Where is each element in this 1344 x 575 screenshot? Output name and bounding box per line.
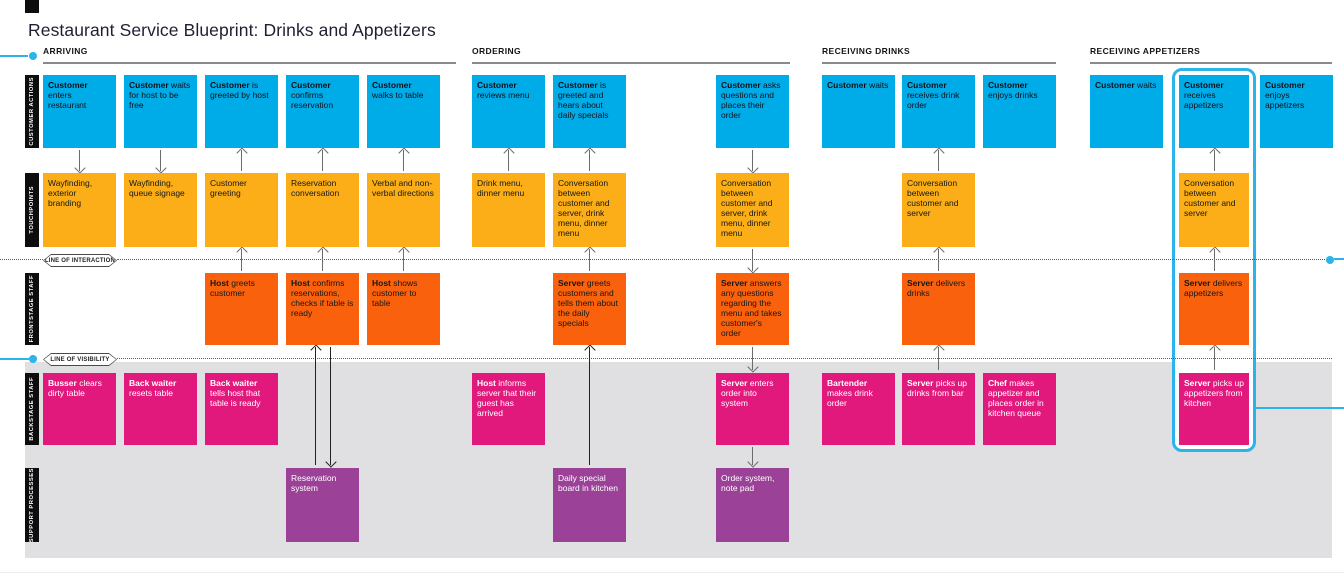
customer-actions-box[interactable]: Customer confirms reservation bbox=[286, 75, 359, 148]
highlight-connector-line bbox=[1256, 407, 1344, 409]
frontstage-staff-box[interactable]: Host greets customer bbox=[205, 273, 278, 345]
line-of-interaction-pill: LINE OF INTERACTION bbox=[43, 254, 117, 267]
backstage-staff-box[interactable]: Busser clears dirty table bbox=[43, 373, 116, 445]
customer-actions-box[interactable]: Customer receives appetizers bbox=[1179, 75, 1249, 148]
accent-line-interaction bbox=[1334, 258, 1344, 260]
flow-arrow-up bbox=[316, 147, 329, 172]
phase-rule bbox=[43, 62, 456, 64]
touchpoints-box[interactable]: Conversation between customer and server bbox=[902, 173, 975, 247]
frontstage-staff-box[interactable]: Server answers any questions regarding t… bbox=[716, 273, 789, 345]
customer-actions-box[interactable]: Customer receives drink order bbox=[902, 75, 975, 148]
accent-line-top bbox=[0, 55, 28, 57]
phase-rule bbox=[472, 62, 790, 64]
accent-dot-top bbox=[29, 52, 37, 60]
flow-arrow-up bbox=[397, 246, 410, 272]
flow-arrow-up bbox=[583, 147, 596, 172]
lane-label-frontstage-staff: FRONTSTAGE STAFF bbox=[25, 273, 39, 345]
flow-arrow-up bbox=[502, 147, 515, 172]
backstage-staff-box[interactable]: Host informs server that their guest has… bbox=[472, 373, 545, 445]
backstage-staff-box[interactable]: Server enters order into system bbox=[716, 373, 789, 445]
frontstage-staff-box[interactable]: Server greets customers and tells them a… bbox=[553, 273, 626, 345]
flow-arrow-up bbox=[235, 246, 248, 272]
lane-label-text: SUPPORT PROCESSES bbox=[29, 467, 35, 543]
phase-header-receiving-appetizers: RECEIVING APPETIZERS bbox=[1090, 46, 1332, 64]
touchpoints-box[interactable]: Verbal and non-verbal directions bbox=[367, 173, 440, 247]
touchpoints-box[interactable]: Conversation between customer and server bbox=[1179, 173, 1249, 247]
lane-label-text: BACKSTAGE STAFF bbox=[29, 377, 35, 441]
customer-actions-box[interactable]: Customer waits bbox=[822, 75, 895, 148]
backstage-staff-box[interactable]: Back waiter tells host that table is rea… bbox=[205, 373, 278, 445]
line-of-visibility-pill: LINE OF VISIBILITY bbox=[43, 353, 117, 366]
flow-arrow-down bbox=[746, 149, 759, 174]
phase-header-receiving-drinks: RECEIVING DRINKS bbox=[822, 46, 1056, 64]
customer-actions-box[interactable]: Customer enjoys drinks bbox=[983, 75, 1056, 148]
backstage-staff-box[interactable]: Server picks up drinks from bar bbox=[902, 373, 975, 445]
support-processes-box[interactable]: Order system, note pad bbox=[716, 468, 789, 542]
customer-actions-box[interactable]: Customer asks questions and places their… bbox=[716, 75, 789, 148]
lane-label-text: TOUCHPOINTS bbox=[29, 186, 35, 234]
flow-arrow-up bbox=[235, 147, 248, 172]
phase-header-ordering: ORDERING bbox=[472, 46, 790, 64]
touchpoints-box[interactable]: Wayfinding, exterior branding bbox=[43, 173, 116, 247]
flow-arrow-down bbox=[73, 149, 86, 174]
flow-arrow-up bbox=[397, 147, 410, 172]
lane-label-text: CUSTOMER ACTIONS bbox=[29, 77, 35, 146]
frontstage-staff-box[interactable]: Host shows customer to table bbox=[367, 273, 440, 345]
backstage-staff-box[interactable]: Back waiter resets table bbox=[124, 373, 197, 445]
support-processes-box[interactable]: Daily special board in kitchen bbox=[553, 468, 626, 542]
line-of-interaction bbox=[0, 259, 43, 260]
line-of-interaction bbox=[117, 259, 1325, 260]
accent-dot-interaction bbox=[1326, 256, 1334, 264]
backstage-staff-box[interactable]: Server picks up appetizers from kitchen bbox=[1179, 373, 1249, 445]
phase-rule bbox=[1090, 62, 1332, 64]
touchpoints-box[interactable]: Customer greeting bbox=[205, 173, 278, 247]
accent-dot-visibility bbox=[29, 355, 37, 363]
flow-arrow-down bbox=[154, 149, 167, 174]
flow-arrow-up bbox=[932, 246, 945, 272]
accent-line-visibility bbox=[0, 358, 29, 360]
lane-label-backstage-staff: BACKSTAGE STAFF bbox=[25, 373, 39, 445]
line-of-interaction-label: LINE OF INTERACTION bbox=[44, 255, 116, 266]
touchpoints-box[interactable]: Wayfinding, queue signage bbox=[124, 173, 197, 247]
flow-arrow-up bbox=[316, 246, 329, 272]
phase-label: ARRIVING bbox=[43, 46, 88, 56]
lane-label-text: FRONTSTAGE STAFF bbox=[29, 275, 35, 343]
support-processes-box[interactable]: Reservation system bbox=[286, 468, 359, 542]
touchpoints-box[interactable]: Reservation conversation bbox=[286, 173, 359, 247]
phase-header-arriving: ARRIVING bbox=[43, 46, 456, 64]
touchpoints-box[interactable]: Conversation between customer and server… bbox=[553, 173, 626, 247]
backstage-staff-box[interactable]: Bartender makes drink order bbox=[822, 373, 895, 445]
lane-label-customer-actions: CUSTOMER ACTIONS bbox=[25, 75, 39, 148]
phase-label: RECEIVING DRINKS bbox=[822, 46, 911, 56]
customer-actions-box[interactable]: Customer enters restaurant bbox=[43, 75, 116, 148]
customer-actions-box[interactable]: Customer is greeted by host bbox=[205, 75, 278, 148]
phase-rule bbox=[822, 62, 1056, 64]
touchpoints-box[interactable]: Conversation between customer and server… bbox=[716, 173, 789, 247]
lane-label-support-processes: SUPPORT PROCESSES bbox=[25, 468, 39, 542]
frontstage-staff-box[interactable]: Server delivers appetizers bbox=[1179, 273, 1249, 345]
line-of-visibility-label: LINE OF VISIBILITY bbox=[44, 354, 116, 365]
lane-label-touchpoints: TOUCHPOINTS bbox=[25, 173, 39, 247]
customer-actions-box[interactable]: Customer walks to table bbox=[367, 75, 440, 148]
flow-arrow-down bbox=[746, 248, 759, 274]
frontstage-staff-box[interactable]: Host confirms reservations, checks if ta… bbox=[286, 273, 359, 345]
page-title: Restaurant Service Blueprint: Drinks and… bbox=[28, 20, 436, 40]
customer-actions-box[interactable]: Customer waits for host to be free bbox=[124, 75, 197, 148]
footer-divider bbox=[0, 572, 1344, 573]
line-of-visibility bbox=[117, 358, 1332, 359]
top-left-corner-bar bbox=[25, 0, 39, 13]
phase-label: RECEIVING APPETIZERS bbox=[1090, 46, 1201, 56]
backstage-staff-box[interactable]: Chef makes appetizer and places order in… bbox=[983, 373, 1056, 445]
customer-actions-box[interactable]: Customer enjoys appetizers bbox=[1260, 75, 1333, 148]
phase-label: ORDERING bbox=[472, 46, 522, 56]
customer-actions-box[interactable]: Customer waits bbox=[1090, 75, 1163, 148]
customer-actions-box[interactable]: Customer is greeted and hears about dail… bbox=[553, 75, 626, 148]
customer-actions-box[interactable]: Customer reviews menu bbox=[472, 75, 545, 148]
touchpoints-box[interactable]: Drink menu, dinner menu bbox=[472, 173, 545, 247]
frontstage-staff-box[interactable]: Server delivers drinks bbox=[902, 273, 975, 345]
flow-arrow-up bbox=[932, 147, 945, 172]
flow-arrow-up bbox=[583, 246, 596, 272]
